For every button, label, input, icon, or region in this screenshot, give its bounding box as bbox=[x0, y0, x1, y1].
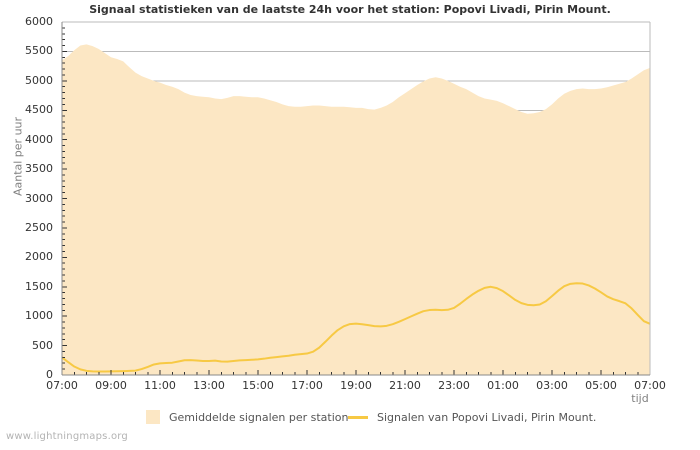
y-tick-label: 2000 bbox=[25, 250, 53, 264]
y-tick-label: 5500 bbox=[25, 44, 53, 58]
x-tick-label: 19:00 bbox=[340, 379, 372, 392]
y-tick-label: 3000 bbox=[25, 191, 53, 205]
x-tick-label: 17:00 bbox=[291, 379, 323, 392]
legend-item-station[interactable]: Signalen van Popovi Livadi, Pirin Mount. bbox=[348, 407, 596, 427]
watermark-text: www.lightningmaps.org bbox=[6, 431, 128, 442]
y-tick-label: 6000 bbox=[25, 15, 53, 28]
legend-swatch-area bbox=[146, 410, 160, 424]
legend-item-average[interactable]: Gemiddelde signalen per station bbox=[146, 407, 349, 427]
plot-frame bbox=[61, 21, 651, 376]
y-tick-label: 4500 bbox=[25, 103, 53, 117]
x-tick-label: 07:00 bbox=[634, 379, 666, 392]
y-tick-label: 2500 bbox=[25, 220, 53, 234]
x-tick-label: 13:00 bbox=[193, 379, 225, 392]
x-tick-label: 05:00 bbox=[585, 379, 617, 392]
y-tick-label: 3500 bbox=[25, 162, 53, 176]
chart-title: Signaal statistieken van de laatste 24h … bbox=[89, 3, 611, 16]
x-axis-label: tijd bbox=[631, 392, 649, 405]
y-tick-label: 0 bbox=[46, 368, 53, 381]
x-tick-label: 07:00 bbox=[46, 379, 78, 392]
legend-swatch-line bbox=[348, 415, 368, 419]
x-tick-label: 15:00 bbox=[242, 379, 274, 392]
y-tick-label: 4000 bbox=[25, 132, 53, 146]
x-tick-label: 09:00 bbox=[95, 379, 127, 392]
legend-label-station: Signalen van Popovi Livadi, Pirin Mount. bbox=[377, 410, 597, 424]
chart-legend: Gemiddelde signalen per station Signalen… bbox=[0, 407, 700, 429]
line-series-popovi-livadi bbox=[61, 282, 651, 373]
y-tick-label: 500 bbox=[32, 338, 53, 352]
y-tick-label: 1500 bbox=[25, 279, 53, 293]
x-tick-label: 03:00 bbox=[536, 379, 568, 392]
y-tick-label: 1000 bbox=[25, 309, 53, 323]
y-tick-label: 5000 bbox=[25, 73, 53, 87]
x-tick-label: 21:00 bbox=[389, 379, 421, 392]
x-tick-label: 01:00 bbox=[487, 379, 519, 392]
legend-label-average: Gemiddelde signalen per station bbox=[169, 410, 349, 424]
x-tick-label: 23:00 bbox=[438, 379, 470, 392]
x-tick-label: 11:00 bbox=[144, 379, 176, 392]
